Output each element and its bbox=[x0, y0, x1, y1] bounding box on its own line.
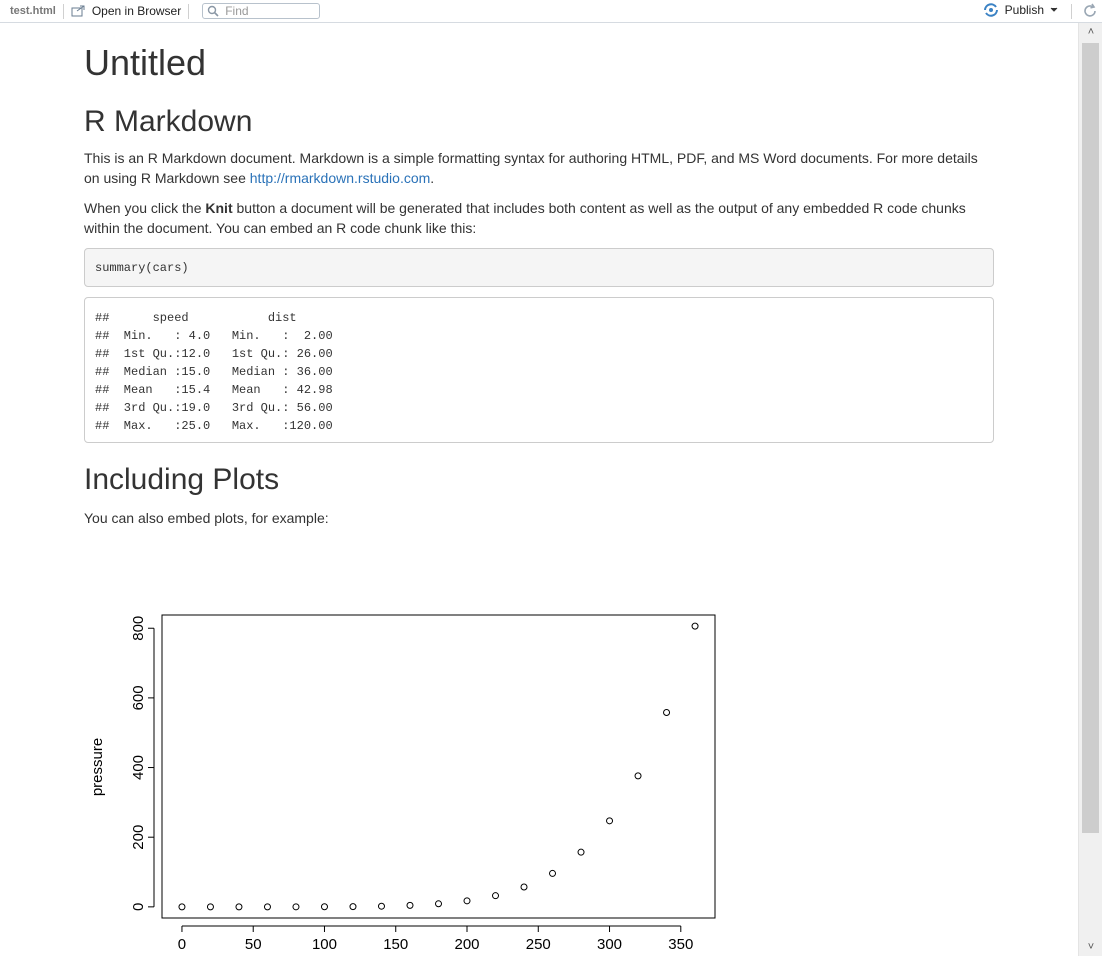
refresh-button[interactable] bbox=[1082, 3, 1098, 22]
data-point bbox=[691, 622, 699, 630]
find-placeholder: Find bbox=[225, 4, 249, 18]
scrollbar-thumb[interactable] bbox=[1082, 43, 1099, 833]
output-line: ## 3rd Qu.:19.0 3rd Qu.: 56.00 bbox=[95, 401, 348, 415]
data-point bbox=[549, 869, 557, 877]
x-tick-label: 0 bbox=[178, 936, 186, 953]
output-line: ## Median :15.0 Median : 36.00 bbox=[95, 365, 348, 379]
y-tick-label: 600 bbox=[130, 685, 147, 710]
paragraph-knit: When you click the Knit button a documen… bbox=[84, 198, 994, 238]
toolbar-divider bbox=[62, 3, 64, 19]
heading-including-plots: Including Plots bbox=[84, 463, 280, 496]
plot-frame bbox=[161, 614, 716, 919]
x-tick-label: 350 bbox=[668, 936, 693, 953]
data-point bbox=[406, 901, 414, 909]
data-point bbox=[606, 817, 614, 825]
vertical-scrollbar[interactable]: ˄ ˅ bbox=[1078, 23, 1102, 956]
data-point bbox=[206, 903, 214, 911]
data-point bbox=[320, 903, 328, 911]
data-point bbox=[492, 892, 500, 900]
output-line: ## Mean :15.4 Mean : 42.98 bbox=[95, 383, 348, 397]
data-point bbox=[463, 897, 471, 905]
y-tick-label: 400 bbox=[130, 755, 147, 780]
publish-icon bbox=[983, 3, 998, 17]
file-name: test.html bbox=[10, 5, 56, 17]
y-tick-label: 800 bbox=[130, 616, 147, 641]
data-point bbox=[663, 709, 671, 717]
output-line: ## Min. : 4.0 Min. : 2.00 bbox=[95, 329, 348, 343]
open-in-browser-button[interactable]: Open in Browser bbox=[71, 4, 181, 18]
data-point bbox=[263, 903, 271, 911]
find-input[interactable]: Find bbox=[202, 3, 321, 19]
pressure-scatter-plot: pressure 0 50 100 150 200 250 300 350 0 200 400 600… bbox=[89, 614, 716, 953]
viewer-toolbar: test.html Open in Browser Find Publish bbox=[0, 0, 1102, 23]
x-tick-label: 150 bbox=[383, 936, 408, 953]
data-point bbox=[435, 900, 442, 908]
publish-label: Publish bbox=[1004, 3, 1044, 17]
y-tick-label: 200 bbox=[130, 825, 147, 850]
page-title: Untitled bbox=[84, 42, 207, 83]
search-icon bbox=[208, 5, 219, 17]
rmarkdown-link[interactable]: http://rmarkdown.rstudio.com bbox=[249, 170, 431, 186]
code-chunk: summary(cars) bbox=[84, 248, 994, 287]
publish-button[interactable]: Publish bbox=[983, 3, 1058, 17]
paragraph-knit-a: When you click the bbox=[84, 200, 206, 216]
scroll-down-icon[interactable]: ˅ bbox=[1087, 941, 1095, 953]
toolbar-divider bbox=[188, 3, 190, 19]
data-point bbox=[520, 883, 528, 891]
y-axis-label: pressure bbox=[89, 738, 106, 796]
knit-bold: Knit bbox=[205, 200, 233, 216]
code-output: ## speed dist ## Min. : 4.0 Min. : 2.00 … bbox=[84, 297, 994, 443]
toolbar-divider bbox=[1071, 4, 1072, 19]
output-line: ## speed dist bbox=[95, 311, 348, 325]
x-tick-label: 300 bbox=[597, 936, 622, 953]
y-tick-label: 0 bbox=[130, 903, 147, 911]
open-browser-icon bbox=[71, 5, 85, 16]
open-in-browser-label: Open in Browser bbox=[91, 4, 182, 18]
output-line: ## Max. :25.0 Max. :120.00 bbox=[95, 419, 348, 433]
refresh-icon bbox=[1084, 3, 1096, 17]
data-point bbox=[178, 903, 186, 911]
output-line: ## 1st Qu.:12.0 1st Qu.: 26.00 bbox=[95, 347, 348, 361]
data-point bbox=[349, 903, 357, 911]
paragraph-intro: This is an R Markdown document. Markdown… bbox=[84, 148, 994, 188]
x-tick-label: 100 bbox=[312, 936, 337, 953]
x-tick-label: 250 bbox=[526, 936, 551, 953]
heading-r-markdown: R Markdown bbox=[84, 105, 253, 138]
x-tick-label: 200 bbox=[454, 936, 479, 953]
paragraph-plots: You can also embed plots, for example: bbox=[84, 510, 329, 526]
paragraph-knit-b: button a document will be generated that… bbox=[84, 200, 966, 236]
code-text: summary(cars) bbox=[95, 261, 189, 275]
data-point bbox=[577, 848, 585, 856]
paragraph-intro-end: . bbox=[430, 170, 435, 186]
x-tick-label: 50 bbox=[245, 936, 262, 953]
data-point bbox=[377, 902, 385, 910]
data-point bbox=[634, 772, 642, 780]
chevron-down-icon bbox=[1050, 7, 1058, 12]
data-point bbox=[235, 903, 243, 911]
scroll-up-icon[interactable]: ˄ bbox=[1087, 26, 1095, 38]
data-point bbox=[292, 903, 300, 911]
paragraph-intro-text: This is an R Markdown document. Markdown… bbox=[84, 150, 978, 186]
